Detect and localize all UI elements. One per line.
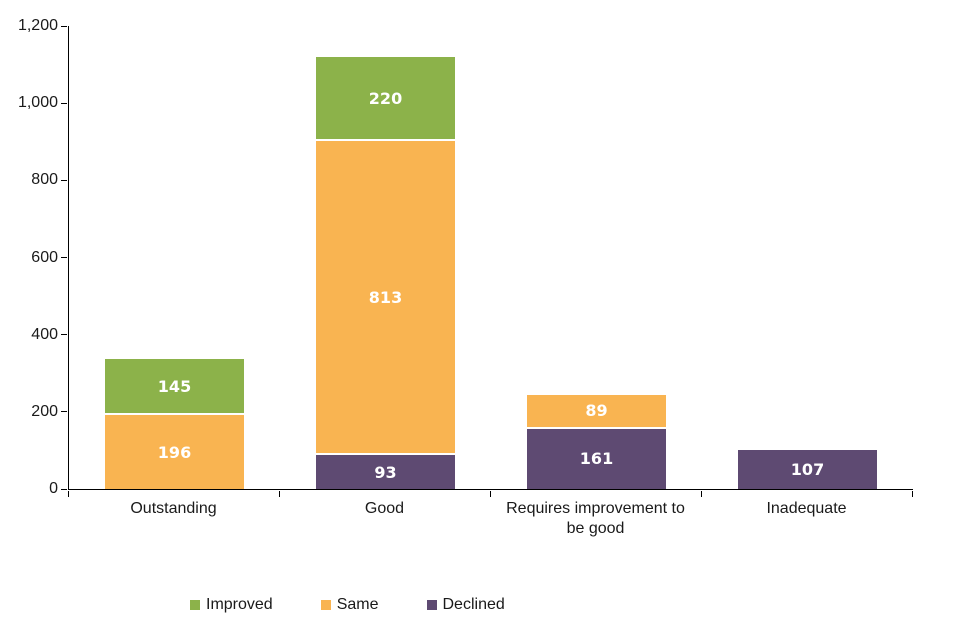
x-axis-tick [700,490,702,497]
legend-label: Same [336,596,379,613]
y-tick-label: 800 [31,171,58,189]
bar-segment-improved: 145 [105,357,244,414]
x-axis-tick [67,490,69,497]
y-axis-tick [60,102,67,104]
bar-value-label: 220 [368,88,403,108]
y-tick-label: 0 [49,480,58,497]
y-tick-label: 600 [31,248,58,266]
x-axis-tick [489,490,491,497]
bar-value-label: 161 [579,449,614,469]
bar-value-label: 145 [157,376,192,396]
y-axis-tick [60,25,67,27]
x-axis-label: Outstanding [130,500,217,517]
y-axis-tick [60,257,67,258]
bar-segment-same: 196 [105,413,244,489]
legend-swatch-icon [190,600,200,610]
legend-item-same: Same [320,595,379,615]
legend-label: Declined [442,596,505,613]
bar-segment-same: 813 [316,139,455,454]
bar-segment-declined: 107 [738,447,877,489]
y-axis-tick [60,488,67,490]
legend-item-declined: Declined [426,595,505,615]
y-tick-label: 400 [31,325,58,343]
plot-area: 196 145 93 813 220 161 89 107 [68,26,913,490]
legend-item-improved: Improved [190,595,273,615]
bar-value-label: 107 [790,459,825,479]
x-axis-label: Good [364,500,405,517]
x-axis-label: Requires improvement to be good [506,500,685,537]
y-tick-label: 200 [31,402,58,420]
bar-segment-declined: 93 [316,453,455,489]
y-axis-tick [60,179,67,181]
legend-label: Improved [206,596,273,613]
bar-segment-improved: 220 [316,54,455,140]
legend: Improved Same Declined [190,595,505,615]
y-tick-label: 1,000 [17,94,58,112]
bar-value-label: 89 [585,401,608,421]
legend-swatch-icon [320,600,331,610]
legend-swatch-icon [426,600,437,610]
bar-segment-same: 89 [527,392,666,427]
x-axis-tick [911,490,913,497]
x-axis-label: Inadequate [766,500,847,517]
y-axis-tick [60,334,67,336]
bar-value-label: 813 [368,287,403,307]
bar-segment-declined: 161 [527,426,666,489]
y-tick-label: 1,200 [17,17,58,34]
x-axis-tick [278,490,280,497]
bar-value-label: 196 [157,442,192,462]
bar-value-label: 93 [374,462,397,482]
y-axis-tick [60,411,67,413]
